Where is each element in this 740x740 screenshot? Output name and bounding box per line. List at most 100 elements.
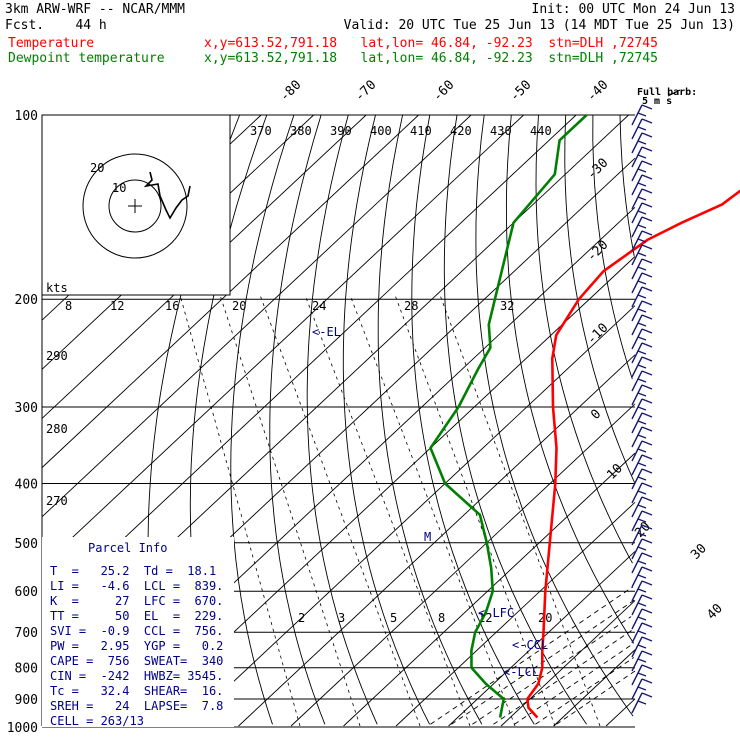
pressure-tick-label: 1000 xyxy=(7,721,38,736)
wind-barb xyxy=(631,622,643,644)
m-marker: M xyxy=(424,530,431,544)
wind-barb xyxy=(637,266,647,271)
theta-label: 430 xyxy=(490,124,512,138)
wind-barb xyxy=(637,420,647,425)
wind-barb xyxy=(641,104,653,110)
wind-barb xyxy=(637,658,647,663)
isotherm-line xyxy=(343,452,636,727)
wind-barb xyxy=(641,510,653,516)
theta-label: 370 xyxy=(250,124,272,138)
wind-barb xyxy=(637,308,647,313)
wind-barb xyxy=(631,580,643,602)
wind-barb xyxy=(637,616,647,621)
parcel-info-title: Parcel Info xyxy=(88,541,167,555)
isotherm-line xyxy=(238,354,636,727)
parcel-info-row: CAPE = 756 SWEAT= 340 xyxy=(50,654,223,668)
pressure-tick-label: 500 xyxy=(15,537,38,552)
dry-adiabat-line xyxy=(230,114,295,725)
mixing-ratio-label: 12 xyxy=(110,299,124,313)
wind-barb xyxy=(641,566,653,572)
dry-adiabat-label: 280 xyxy=(46,422,68,436)
wind-barbs xyxy=(631,104,653,714)
wind-barb xyxy=(631,524,643,546)
dry-adiabat-line xyxy=(592,114,633,380)
mixing-ratio-label: 20 xyxy=(232,299,246,313)
mixing-ratio-label: 28 xyxy=(404,299,418,313)
wind-barb xyxy=(641,608,653,614)
moist-adiabat-grid xyxy=(430,586,636,725)
wind-barb xyxy=(641,412,653,418)
wind-barb xyxy=(631,440,643,462)
wind-barb xyxy=(637,602,647,607)
isotherm-tick-label: -50 xyxy=(507,78,534,105)
wind-barb xyxy=(637,490,647,495)
wind-barb xyxy=(637,294,647,299)
mixing-ratio-label: 2 xyxy=(298,611,305,625)
wind-barb xyxy=(631,468,643,490)
theta-label: 400 xyxy=(370,124,392,138)
wind-barb xyxy=(641,370,653,376)
theta-label: 410 xyxy=(410,124,432,138)
isotherm-tick-label: -20 xyxy=(584,238,611,265)
wind-barb xyxy=(641,188,653,194)
hodograph-ring-20 xyxy=(82,153,188,259)
wind-barb xyxy=(637,280,647,285)
mixing-ratio-label: 5 xyxy=(390,611,397,625)
lfc-marker: <-LFC xyxy=(478,606,514,620)
wind-barb xyxy=(641,216,653,222)
wind-barb xyxy=(631,398,643,420)
mixing-ratio-label: 8 xyxy=(65,299,72,313)
hodograph-panel xyxy=(41,114,231,296)
wind-barb xyxy=(637,686,647,691)
theta-label: 420 xyxy=(450,124,472,138)
level-markers: <-EL M <-LFC <-CCL <-LCL xyxy=(312,325,548,679)
wind-barb xyxy=(637,406,647,411)
isotherm-line xyxy=(553,649,636,727)
barb-legend-title: Full barb: xyxy=(637,87,697,98)
hodograph-ring-label: 20 xyxy=(90,161,104,175)
temperature-legend: Temperature xyxy=(8,36,95,51)
theta-label: 380 xyxy=(290,124,312,138)
wind-barb xyxy=(641,482,653,488)
barb-legend: Full barb: 5 m s xyxy=(637,87,697,107)
wind-barb xyxy=(637,476,647,481)
mixing-ratio-label: 32 xyxy=(500,299,514,313)
wind-barb xyxy=(637,448,647,453)
dry-adiabat-line xyxy=(475,114,634,717)
ccl-marker: <-CCL xyxy=(512,638,548,652)
wind-barb xyxy=(637,700,647,705)
wind-barb xyxy=(631,132,643,154)
wind-barb xyxy=(637,196,647,201)
pressure-tick-label: 600 xyxy=(15,585,38,600)
parcel-info-row: CELL = 263/13 xyxy=(50,714,144,728)
isotherm-tick-label: -10 xyxy=(584,321,611,348)
wind-barb xyxy=(631,230,643,252)
mixing-ratio-label: 3 xyxy=(338,611,345,625)
wind-barb xyxy=(631,244,643,266)
dewpoint-location-info: x,y=613.52,791.18 lat,lon= 46.84, -92.23… xyxy=(204,51,658,66)
parcel-info-row: PW = 2.95 YGP = 0.2 xyxy=(50,639,223,653)
dry-adiabat-label: 290 xyxy=(46,349,68,363)
mixing-ratio-line xyxy=(349,294,516,727)
wind-barb xyxy=(641,692,653,698)
wind-barb xyxy=(641,314,653,320)
dry-adiabat-line xyxy=(269,114,326,725)
wind-barb xyxy=(631,314,643,336)
wind-barb xyxy=(637,518,647,523)
wind-barb xyxy=(631,482,643,504)
wind-barb xyxy=(641,426,653,432)
wind-barb xyxy=(641,132,653,138)
wind-barb xyxy=(641,328,653,334)
wind-barb xyxy=(637,574,647,579)
wind-barb xyxy=(641,496,653,502)
wind-barb xyxy=(637,532,647,537)
dry-adiabat-line xyxy=(411,114,535,725)
moist-adiabat-line xyxy=(472,616,632,725)
sounding-series xyxy=(429,114,740,719)
pressure-tick-label: 100 xyxy=(15,109,38,124)
wind-barb xyxy=(641,678,653,684)
wind-barb xyxy=(637,672,647,677)
theta-label: 390 xyxy=(330,124,352,138)
wind-barb xyxy=(641,160,653,166)
wind-barb xyxy=(631,286,643,308)
